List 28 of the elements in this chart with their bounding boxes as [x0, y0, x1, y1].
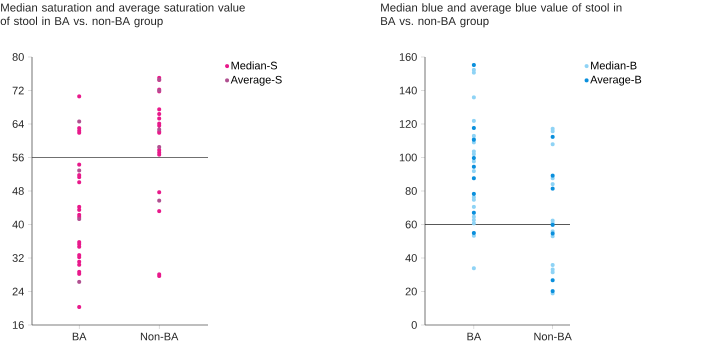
chart-title: Median saturation and average saturation value of stool in BA vs. non-BA group	[0, 3, 245, 28]
y-tick-label: 120	[400, 120, 417, 128]
legend-label: Median-B	[591, 61, 637, 70]
y-tick-label: 140	[400, 86, 417, 94]
legend-label: Average-B	[590, 76, 642, 86]
y-tick-label: 48	[12, 187, 24, 195]
y-tick-label: 24	[12, 288, 24, 296]
legend-label: Average-S	[230, 76, 282, 86]
y-tick-label: 72	[12, 86, 24, 94]
y-tick-label: 80	[406, 187, 417, 195]
y-tick-label: 16	[12, 321, 24, 329]
y-tick-label: 40	[12, 220, 24, 228]
y-tick-label: 100	[400, 154, 417, 162]
x-tick-label: BA	[72, 332, 86, 340]
chart-title: Median blue and average blue value of stool in BA vs. non-BA group	[381, 3, 622, 28]
legend-label: Median-S	[232, 61, 278, 70]
y-tick-label: 64	[12, 120, 24, 128]
y-tick-label: 40	[405, 254, 417, 262]
y-tick-label: 160	[400, 53, 417, 61]
x-tick-label: BA	[467, 332, 482, 340]
y-tick-label: 0	[412, 321, 417, 329]
y-tick-label: 20	[406, 288, 417, 296]
x-tick-label: Non-BA	[140, 332, 178, 340]
y-tick-label: 60	[406, 220, 417, 228]
x-tick-label: Non-BA	[534, 332, 572, 340]
y-tick-label: 80	[12, 53, 24, 61]
y-tick-label: 56	[12, 154, 24, 162]
y-tick-label: 32	[12, 254, 24, 262]
